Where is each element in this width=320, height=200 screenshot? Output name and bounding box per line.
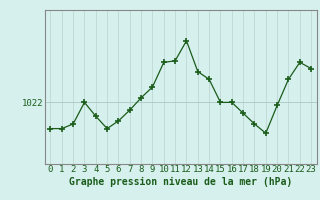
- X-axis label: Graphe pression niveau de la mer (hPa): Graphe pression niveau de la mer (hPa): [69, 177, 292, 187]
